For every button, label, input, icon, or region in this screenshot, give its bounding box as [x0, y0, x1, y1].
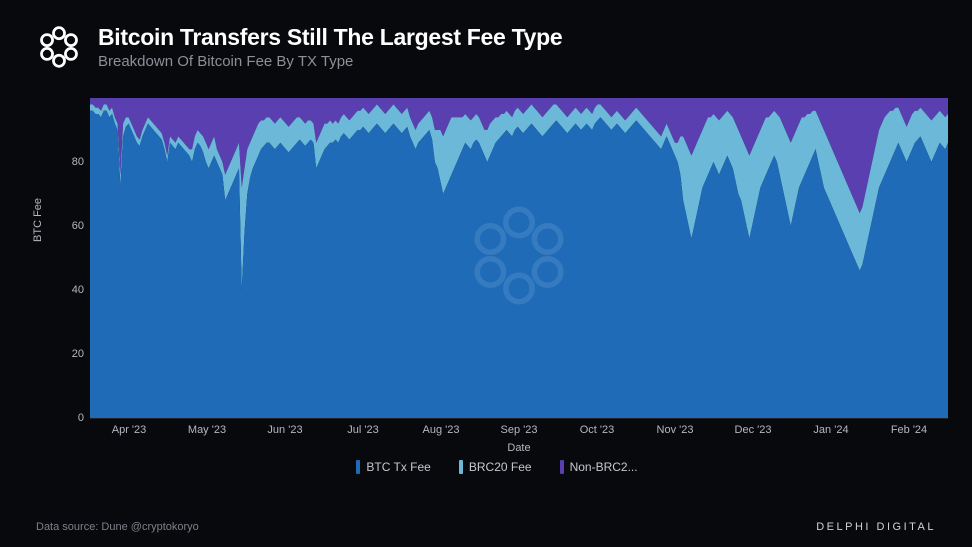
- y-tick-label: 40: [54, 284, 84, 296]
- chart-footer: Data source: Dune @cryptokoryo DELPHI DI…: [36, 521, 936, 533]
- legend-swatch: [356, 460, 360, 474]
- y-axis-label: BTC Fee: [32, 198, 44, 242]
- y-tick-label: 20: [54, 348, 84, 360]
- plot-region: [90, 98, 948, 418]
- brand-label: DELPHI DIGITAL: [816, 521, 936, 533]
- gridline: [90, 418, 948, 419]
- chart-legend: BTC Tx Fee BRC20 Fee Non-BRC2...: [46, 460, 948, 474]
- x-tick-label: Jan '24: [813, 424, 848, 436]
- x-tick-label: Nov '23: [657, 424, 694, 436]
- x-tick-label: Dec '23: [735, 424, 772, 436]
- delphi-logo-icon: [36, 24, 82, 70]
- legend-item: Non-BRC2...: [560, 460, 638, 474]
- data-source-label: Data source: Dune @cryptokoryo: [36, 521, 199, 533]
- x-axis-label: Date: [507, 442, 530, 454]
- stacked-areas: [90, 98, 948, 418]
- x-tick-label: Jun '23: [267, 424, 302, 436]
- legend-label: BTC Tx Fee: [366, 460, 430, 474]
- y-tick-label: 0: [54, 412, 84, 424]
- y-tick-label: 60: [54, 220, 84, 232]
- legend-label: Non-BRC2...: [570, 460, 638, 474]
- x-tick-label: Aug '23: [423, 424, 460, 436]
- legend-label: BRC20 Fee: [469, 460, 532, 474]
- x-tick-label: Oct '23: [580, 424, 615, 436]
- legend-swatch: [459, 460, 463, 474]
- x-tick-label: Jul '23: [347, 424, 378, 436]
- legend-swatch: [560, 460, 564, 474]
- x-tick-label: Apr '23: [112, 424, 147, 436]
- x-tick-label: Sep '23: [501, 424, 538, 436]
- x-tick-label: May '23: [188, 424, 226, 436]
- chart-title: Bitcoin Transfers Still The Largest Fee …: [98, 24, 562, 51]
- legend-item: BRC20 Fee: [459, 460, 532, 474]
- chart-header: Bitcoin Transfers Still The Largest Fee …: [36, 24, 562, 70]
- legend-item: BTC Tx Fee: [356, 460, 430, 474]
- y-tick-label: 80: [54, 156, 84, 168]
- chart-area: BTC Fee 020406080 Apr '23May '23Jun '23J…: [46, 98, 948, 478]
- x-tick-label: Feb '24: [891, 424, 927, 436]
- chart-subtitle: Breakdown Of Bitcoin Fee By TX Type: [98, 53, 562, 70]
